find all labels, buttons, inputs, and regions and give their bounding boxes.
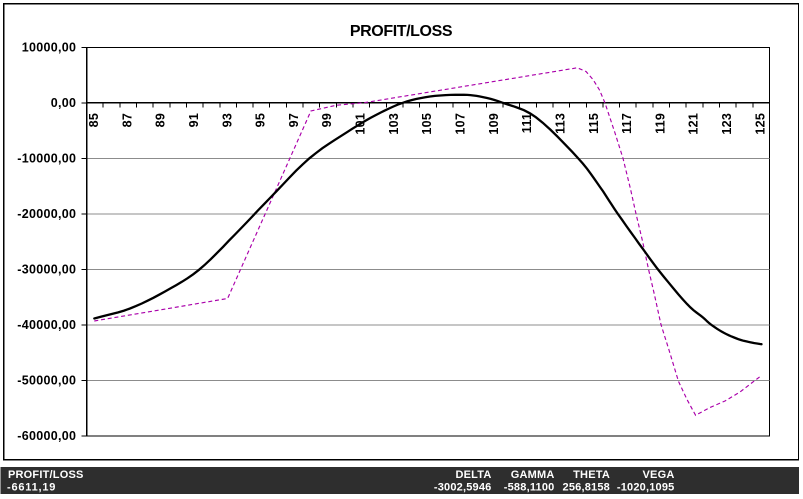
svg-text:115: 115 [587,113,601,134]
svg-text:DELTA: DELTA [455,469,491,481]
svg-text:-3002,5946: -3002,5946 [434,482,492,494]
svg-text:119: 119 [653,113,667,134]
svg-text:10000,00: 10000,00 [22,41,77,55]
svg-text:123: 123 [720,113,734,135]
svg-text:111: 111 [520,113,534,133]
svg-text:105: 105 [420,113,434,135]
svg-text:97: 97 [287,113,301,128]
svg-text:256,8158: 256,8158 [563,482,610,494]
svg-text:103: 103 [387,113,401,135]
svg-text:85: 85 [87,113,101,128]
svg-text:93: 93 [220,113,234,128]
svg-text:117: 117 [620,113,634,134]
svg-text:125: 125 [753,113,767,135]
svg-text:-30000,00: -30000,00 [17,263,76,277]
svg-text:-588,1100: -588,1100 [504,482,555,494]
svg-text:95: 95 [254,113,268,128]
svg-text:PROFIT/LOSS: PROFIT/LOSS [350,23,453,40]
svg-text:-6611,19: -6611,19 [7,482,56,494]
svg-text:91: 91 [187,113,201,128]
svg-text:113: 113 [554,113,568,134]
svg-text:-60000,00: -60000,00 [17,429,76,443]
svg-text:99: 99 [320,113,334,128]
svg-text:89: 89 [154,113,168,128]
svg-text:VEGA: VEGA [643,469,675,481]
svg-text:-40000,00: -40000,00 [17,318,76,332]
svg-text:-50000,00: -50000,00 [17,374,76,388]
svg-text:-1020,1095: -1020,1095 [617,482,675,494]
svg-text:PROFIT/LOSS: PROFIT/LOSS [8,469,84,481]
svg-text:109: 109 [487,113,501,135]
svg-text:THETA: THETA [573,469,610,481]
svg-text:87: 87 [120,113,134,128]
svg-text:121: 121 [687,113,701,135]
svg-text:0,00: 0,00 [51,96,77,110]
svg-text:-20000,00: -20000,00 [17,207,76,221]
svg-text:GAMMA: GAMMA [511,469,555,481]
svg-text:-10000,00: -10000,00 [17,152,76,166]
svg-text:107: 107 [454,113,468,135]
